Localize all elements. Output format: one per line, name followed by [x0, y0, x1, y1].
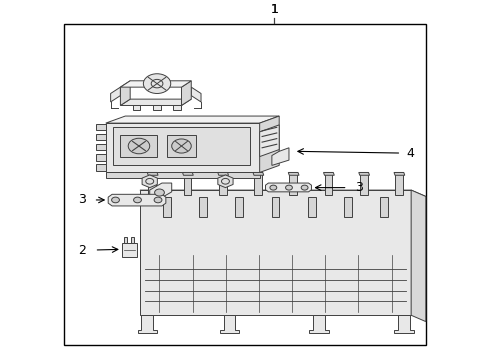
Circle shape — [128, 138, 150, 154]
Bar — [235, 197, 243, 216]
Bar — [360, 172, 368, 195]
Polygon shape — [147, 172, 158, 175]
Polygon shape — [106, 172, 260, 178]
Circle shape — [286, 185, 293, 190]
Polygon shape — [121, 135, 157, 157]
Polygon shape — [218, 175, 233, 188]
Polygon shape — [394, 172, 405, 175]
Bar — [183, 172, 191, 195]
Bar — [344, 197, 352, 216]
Bar — [96, 165, 106, 171]
Polygon shape — [394, 315, 414, 333]
Circle shape — [154, 197, 162, 203]
Polygon shape — [288, 172, 299, 175]
Text: 3: 3 — [78, 193, 86, 206]
Bar — [219, 172, 226, 195]
Bar — [395, 172, 403, 195]
Bar — [308, 197, 316, 216]
Polygon shape — [411, 190, 426, 321]
Bar — [153, 105, 161, 111]
Bar — [289, 172, 297, 195]
Bar — [96, 144, 106, 150]
Polygon shape — [359, 172, 369, 175]
Circle shape — [134, 197, 142, 203]
Polygon shape — [121, 81, 191, 87]
Polygon shape — [121, 99, 191, 105]
Polygon shape — [111, 87, 121, 102]
Polygon shape — [191, 87, 201, 102]
Bar — [254, 172, 262, 195]
Text: 4: 4 — [406, 147, 414, 159]
Polygon shape — [106, 116, 279, 123]
Polygon shape — [260, 125, 279, 157]
Circle shape — [144, 74, 171, 94]
Polygon shape — [218, 172, 228, 175]
Text: 3: 3 — [355, 181, 363, 194]
Polygon shape — [272, 148, 289, 165]
Bar — [96, 154, 106, 161]
Bar — [96, 124, 106, 130]
Polygon shape — [150, 183, 172, 199]
Bar — [148, 172, 156, 195]
Bar — [124, 237, 127, 243]
Bar — [199, 197, 207, 216]
Circle shape — [112, 197, 120, 203]
Circle shape — [155, 189, 164, 196]
Circle shape — [270, 185, 277, 190]
Text: 1: 1 — [270, 3, 278, 15]
Polygon shape — [266, 183, 312, 192]
Polygon shape — [140, 190, 426, 197]
Bar — [64, 24, 426, 345]
Bar — [271, 197, 279, 216]
Polygon shape — [220, 315, 239, 333]
Polygon shape — [260, 116, 279, 172]
Polygon shape — [138, 315, 157, 333]
Polygon shape — [113, 127, 250, 165]
Bar — [133, 105, 141, 111]
Polygon shape — [140, 190, 411, 315]
Bar — [96, 134, 106, 140]
Circle shape — [301, 185, 308, 190]
Bar — [172, 105, 180, 111]
Polygon shape — [323, 172, 334, 175]
Bar — [122, 243, 137, 257]
Text: 1: 1 — [270, 3, 278, 15]
Polygon shape — [106, 123, 260, 172]
Polygon shape — [142, 175, 157, 188]
Polygon shape — [181, 81, 191, 105]
Polygon shape — [309, 315, 329, 333]
Polygon shape — [167, 135, 196, 157]
Bar — [324, 172, 332, 195]
Bar — [380, 197, 388, 216]
Bar — [163, 197, 171, 216]
Polygon shape — [253, 172, 264, 175]
Text: 2: 2 — [78, 243, 86, 257]
Polygon shape — [121, 81, 130, 105]
Circle shape — [172, 139, 191, 153]
Polygon shape — [183, 172, 193, 175]
Polygon shape — [108, 194, 166, 206]
Bar — [131, 237, 134, 243]
